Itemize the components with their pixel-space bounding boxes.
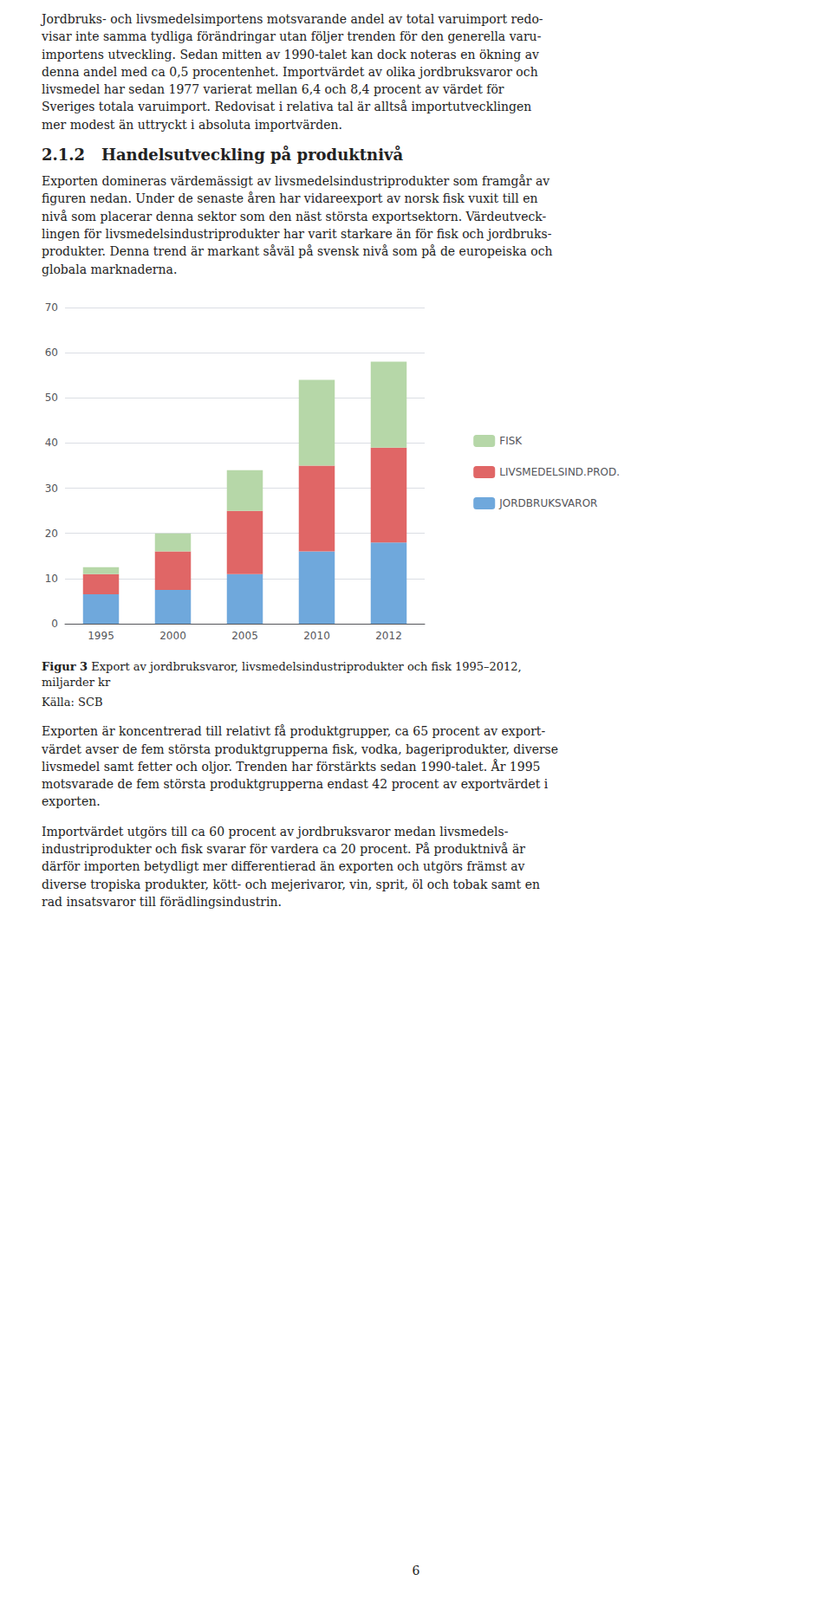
svg-text:20: 20 [45,527,59,540]
svg-text:FISK: FISK [499,435,523,448]
html-text:6: 6 [412,1564,420,1579]
html-text:Källa: SCB: Källa: SCB [41,696,103,710]
svg-text:0: 0 [51,617,59,631]
html-text:Exporten domineras värdemässig: Exporten domineras värdemässigt av livsm… [41,174,553,277]
svg-text:2012: 2012 [375,630,403,643]
html-text:Figur 3 Export av jordbruksvar: Figur 3 Export av jordbruksvaror, livsme… [41,660,522,689]
html-text:Importvärdet utgörs till ca 60: Importvärdet utgörs till ca 60 procent a… [41,824,540,910]
svg-text:70: 70 [45,301,59,314]
html-text:2.1.2 Handelsutveckling på pro: 2.1.2 Handelsutveckling på produktnivå [41,145,404,164]
svg-text:2000: 2000 [159,630,187,643]
svg-text:JORDBRUKSVAROR: JORDBRUKSVAROR [498,497,598,510]
svg-text:10: 10 [45,572,59,585]
svg-text:2010: 2010 [303,630,331,643]
svg-text:LIVSMEDELSIND.PROD.: LIVSMEDELSIND.PROD. [499,466,620,479]
svg-text:60: 60 [45,346,59,359]
svg-text:2005: 2005 [231,630,259,643]
svg-text:40: 40 [45,436,59,449]
svg-text:50: 50 [45,391,59,404]
html-text:Exporten är koncentrerad till: Exporten är koncentrerad till relativt f… [41,724,559,809]
svg-text:1995: 1995 [87,630,115,643]
html-text:Jordbruks- och livsmedelsimpor: Jordbruks- och livsmedelsimportens motsv… [41,12,544,132]
svg-text:30: 30 [45,481,59,494]
